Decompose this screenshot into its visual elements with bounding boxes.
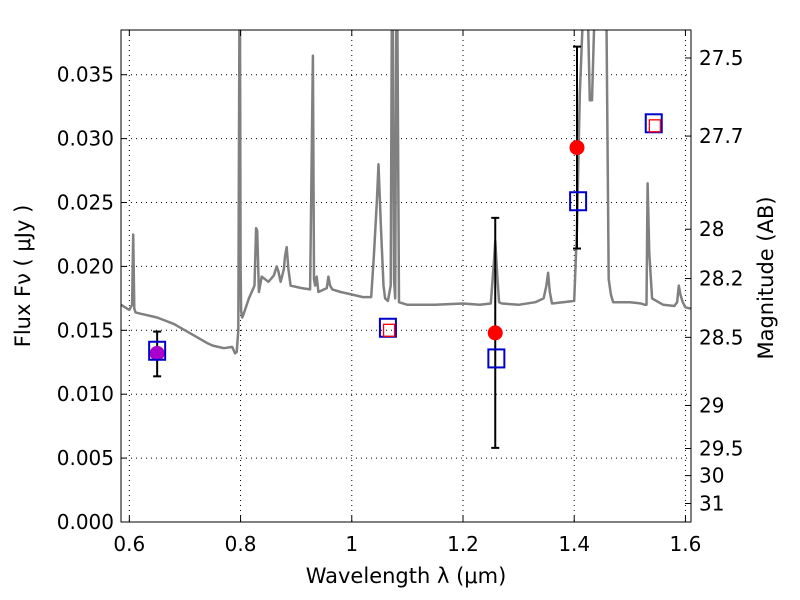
y-tick-label: 0.025 <box>57 191 114 215</box>
mag-tick-label: 29 <box>699 393 724 417</box>
y-tick-label: 0.015 <box>57 318 114 342</box>
tick-layer: 0.6 0.8 1 1.2 1.4 1.6 0.000 0.005 0.010 0.015 0.02… <box>57 30 744 556</box>
marker-layer <box>148 45 663 449</box>
x-axis-label: Wavelength λ (μm) <box>306 564 507 588</box>
data-point <box>487 325 503 341</box>
x-tick-label: 1.6 <box>670 532 702 556</box>
band-square <box>148 340 167 361</box>
band-square <box>378 317 397 338</box>
y-axis-label: Flux Fν ( μJy ) <box>11 205 35 348</box>
mag-tick-label: 30 <box>699 464 724 488</box>
spectrum-line <box>121 30 691 355</box>
small-square <box>648 119 662 133</box>
data-point <box>149 345 165 361</box>
mag-tick-label: 28.5 <box>699 325 744 349</box>
y-tick-label: 0.035 <box>57 63 114 87</box>
mag-tick-label: 31 <box>699 491 724 515</box>
band-square <box>569 191 588 212</box>
small-square <box>382 323 396 337</box>
y-tick-label: 0.030 <box>57 127 114 151</box>
x-tick-label: 1.2 <box>447 532 479 556</box>
band-square <box>487 348 506 369</box>
y-tick-label: 0.010 <box>57 382 114 406</box>
x-tick-label: 0.8 <box>225 532 257 556</box>
data-point <box>569 140 585 156</box>
mag-tick-label: 27.7 <box>699 124 744 148</box>
grid-layer <box>121 30 691 522</box>
spectrum-layer <box>121 30 691 355</box>
y-tick-label: 0.000 <box>57 510 114 534</box>
x-tick-label: 1.4 <box>558 532 590 556</box>
mag-tick-label: 27.5 <box>699 46 744 70</box>
mag-tick-label: 28.2 <box>699 267 744 291</box>
mag-tick-label: 28 <box>699 217 724 241</box>
plot-frame <box>120 29 692 523</box>
band-square <box>644 113 663 134</box>
x-tick-label: 0.6 <box>113 532 145 556</box>
x-tick-label: 1 <box>345 532 358 556</box>
y-axis-right-label: Magnitude (AB) <box>754 196 778 359</box>
y-tick-label: 0.020 <box>57 254 114 278</box>
y-tick-label: 0.005 <box>57 446 114 470</box>
mag-tick-label: 29.5 <box>699 437 744 461</box>
